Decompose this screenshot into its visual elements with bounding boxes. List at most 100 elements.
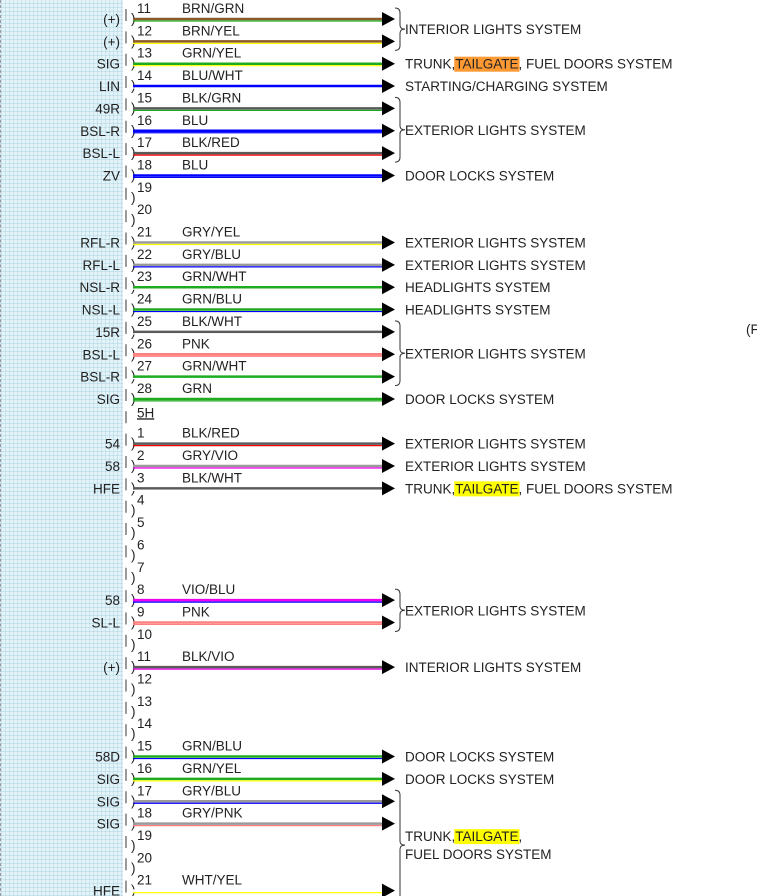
arrow-icon bbox=[382, 235, 395, 250]
system-label-text: DOOR LOCKS SYSTEM bbox=[405, 750, 554, 765]
system-label-text: , FUEL DOORS SYSTEM bbox=[519, 57, 673, 72]
group-brace bbox=[394, 96, 406, 163]
pin-number: 18 bbox=[137, 806, 152, 821]
system-label: HEADLIGHTS SYSTEM bbox=[405, 303, 551, 318]
system-label: STARTING/CHARGING SYSTEM bbox=[405, 79, 608, 94]
system-label: TRUNK, TAILGATE, FUEL DOORS SYSTEM bbox=[405, 481, 673, 497]
group-system-label-text: EXTERIOR LIGHTS SYSTEM bbox=[405, 346, 586, 361]
pin-bracket: ) bbox=[131, 190, 136, 205]
arrow-icon bbox=[382, 302, 395, 317]
wire-color-label: GRY/BLU bbox=[182, 783, 241, 798]
pin-bracket: ) bbox=[131, 525, 136, 540]
group-system-label-text: FUEL DOORS SYSTEM bbox=[405, 847, 552, 862]
wire-color-label: BLU bbox=[182, 113, 208, 128]
pin-number: 24 bbox=[137, 292, 153, 307]
wire-color-label: BLU bbox=[182, 157, 208, 172]
pin-number: 23 bbox=[137, 269, 152, 284]
system-label-text: INTERIOR LIGHTS SYSTEM bbox=[405, 660, 581, 675]
system-label: EXTERIOR LIGHTS SYSTEM bbox=[405, 258, 586, 273]
pin-number: 12 bbox=[137, 23, 152, 38]
signal-name: BSL-R bbox=[80, 370, 120, 385]
system-label-text: EXTERIOR LIGHTS SYSTEM bbox=[405, 236, 586, 251]
wire-color-label: BLK/RED bbox=[182, 426, 240, 441]
group-system-label-text: EXTERIOR LIGHTS SYSTEM bbox=[405, 603, 586, 618]
wire-color-label: GRY/BLU bbox=[182, 247, 241, 262]
wire-color-label: VIO/BLU bbox=[182, 582, 235, 597]
wire-color-label: GRN/WHT bbox=[182, 359, 247, 374]
signal-name: (+) bbox=[103, 34, 120, 49]
system-label: DOOR LOCKS SYSTEM bbox=[405, 750, 554, 765]
arrow-icon bbox=[382, 324, 395, 339]
arrow-icon bbox=[382, 101, 395, 116]
pin-number: 20 bbox=[137, 850, 152, 865]
system-label-text: HEADLIGHTS SYSTEM bbox=[405, 280, 551, 295]
system-label: EXTERIOR LIGHTS SYSTEM bbox=[405, 236, 586, 251]
pin-number: 13 bbox=[137, 46, 152, 61]
system-label: HEADLIGHTS SYSTEM bbox=[405, 280, 551, 295]
pin-number: 15 bbox=[137, 90, 152, 105]
arrow-icon bbox=[382, 816, 395, 831]
group-system-label: EXTERIOR LIGHTS SYSTEM bbox=[405, 123, 586, 138]
signal-name: BSL-L bbox=[82, 347, 120, 362]
pin-number: 5 bbox=[137, 515, 145, 530]
signal-name: SIG bbox=[97, 392, 120, 407]
system-label: TRUNK, TAILGATE, FUEL DOORS SYSTEM bbox=[405, 57, 673, 72]
signal-name: SIG bbox=[97, 817, 120, 832]
arrow-icon bbox=[382, 12, 395, 26]
pin-number: 20 bbox=[137, 202, 152, 217]
pin-number: 7 bbox=[137, 560, 145, 575]
system-label-text: DOOR LOCKS SYSTEM bbox=[405, 168, 554, 183]
wire-color-label: GRY/PNK bbox=[182, 806, 243, 821]
pin-number: 21 bbox=[137, 873, 152, 888]
arrow-icon bbox=[382, 146, 395, 161]
pin-bracket: ) bbox=[131, 212, 136, 227]
arrow-icon bbox=[382, 347, 395, 362]
highlighted-term: TAILGATE bbox=[455, 481, 518, 496]
system-label-text: EXTERIOR LIGHTS SYSTEM bbox=[405, 258, 586, 273]
pin-bracket: ) bbox=[131, 637, 136, 652]
signal-name: (+) bbox=[103, 12, 120, 27]
group-brace bbox=[394, 789, 406, 896]
pin-number: 1 bbox=[137, 426, 145, 441]
wire-color-label: GRN/BLU bbox=[182, 739, 242, 754]
pin-number: 17 bbox=[137, 135, 152, 150]
pin-number: 14 bbox=[137, 68, 153, 83]
highlight-mark bbox=[454, 56, 520, 72]
arrow-icon bbox=[382, 56, 395, 71]
wire-color-label: BLK/RED bbox=[182, 135, 240, 150]
group-brace bbox=[394, 7, 406, 51]
signal-name: 54 bbox=[105, 437, 121, 452]
system-label: EXTERIOR LIGHTS SYSTEM bbox=[405, 459, 586, 474]
pin-number: 13 bbox=[137, 694, 152, 709]
signal-name: 49R bbox=[95, 101, 120, 116]
system-label: INTERIOR LIGHTS SYSTEM bbox=[405, 660, 581, 675]
signal-name: (+) bbox=[103, 660, 120, 675]
wire-color-label: BLK/WHT bbox=[182, 314, 242, 329]
highlight-mark bbox=[454, 481, 520, 497]
arrow-icon bbox=[382, 369, 395, 384]
wire-color-label: GRY/YEL bbox=[182, 225, 241, 240]
group-brace bbox=[394, 320, 406, 387]
pin-number: 8 bbox=[137, 582, 145, 597]
pin-number: 16 bbox=[137, 761, 152, 776]
pin-number: 21 bbox=[137, 225, 152, 240]
wire-color-label: WHT/YEL bbox=[182, 873, 242, 888]
wire-color-label: GRN/BLU bbox=[182, 292, 242, 307]
system-label-text: EXTERIOR LIGHTS SYSTEM bbox=[405, 459, 586, 474]
signal-name: ZV bbox=[103, 168, 120, 183]
pin-number: 11 bbox=[137, 649, 151, 664]
wire-color-label: GRN/YEL bbox=[182, 46, 242, 61]
arrow-icon bbox=[382, 615, 395, 630]
system-label-text: , FUEL DOORS SYSTEM bbox=[519, 481, 673, 496]
system-label-text: EXTERIOR LIGHTS SYSTEM bbox=[405, 437, 586, 452]
system-label: DOOR LOCKS SYSTEM bbox=[405, 168, 554, 183]
signal-name: HFE bbox=[93, 884, 120, 896]
pin-number: 17 bbox=[137, 783, 152, 798]
system-label: EXTERIOR LIGHTS SYSTEM bbox=[405, 437, 586, 452]
arrow-icon bbox=[382, 660, 395, 675]
signal-name: RFL-L bbox=[82, 258, 120, 273]
pin-bracket: ) bbox=[131, 704, 136, 719]
group-brace bbox=[394, 588, 406, 632]
pin-number: 22 bbox=[137, 247, 152, 262]
connector-label: 5H bbox=[137, 405, 154, 420]
